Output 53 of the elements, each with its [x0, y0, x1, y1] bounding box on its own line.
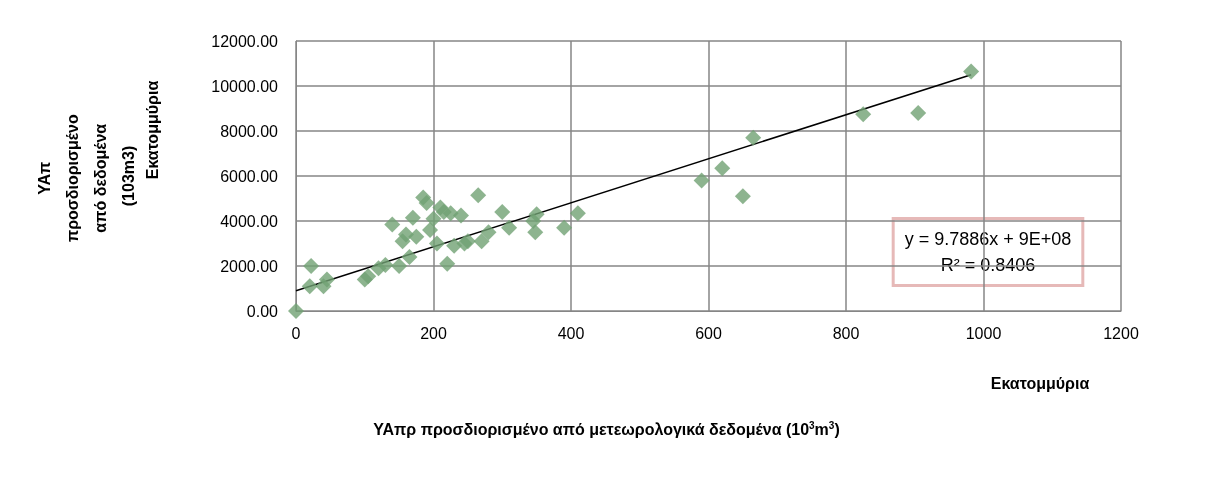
- y-tick-label: 6000.00: [220, 167, 279, 185]
- annotation: y = 9.7886x + 9E+08 R² = 0.8406: [904, 229, 1072, 275]
- point: [528, 206, 545, 223]
- point: [963, 63, 980, 80]
- x-tick-label: 200: [420, 324, 447, 342]
- point: [480, 224, 497, 241]
- y-tick-label: 10000.00: [211, 77, 279, 95]
- text: Εκατομμύρια: [990, 374, 1090, 392]
- point: [428, 235, 445, 252]
- point: [855, 106, 872, 123]
- y-tick-label: 2000.00: [220, 257, 279, 275]
- point: [693, 172, 710, 189]
- point: [318, 271, 335, 288]
- point: [910, 105, 927, 121]
- point: [377, 256, 394, 273]
- y-tick-label: 8000.00: [220, 122, 279, 140]
- point: [453, 207, 469, 224]
- point: [408, 228, 425, 245]
- point: [470, 187, 487, 204]
- point: [442, 205, 459, 222]
- y-tick-label: 4000.00: [220, 212, 279, 230]
- x-tick-label: 1200: [1103, 324, 1139, 342]
- point: [404, 209, 421, 226]
- point: [401, 249, 418, 265]
- point: [303, 258, 320, 274]
- text: Εκατομμύρια: [143, 80, 161, 180]
- point: [391, 258, 408, 274]
- point: [439, 255, 456, 272]
- point: [745, 129, 762, 146]
- point: [418, 195, 435, 211]
- point: [473, 233, 490, 250]
- point: [422, 222, 439, 238]
- point: [398, 226, 414, 243]
- point: [569, 205, 586, 222]
- point: [494, 204, 511, 220]
- point: [501, 219, 518, 236]
- x-tick-label: 400: [557, 324, 585, 342]
- point: [384, 216, 401, 233]
- x-tick-label: 600: [695, 324, 722, 342]
- x-tick-label: 0: [291, 324, 301, 342]
- point: [556, 219, 573, 236]
- y-tick-label: 0.00: [246, 302, 279, 320]
- point: [425, 210, 442, 227]
- y-tick-label: 12000.00: [211, 32, 279, 50]
- point: [360, 268, 377, 285]
- x-tick-label: 800: [832, 324, 860, 342]
- point: [714, 160, 731, 177]
- point: [734, 188, 751, 205]
- point: [288, 303, 304, 319]
- x-tick-label: 1000: [965, 324, 1002, 342]
- y-axis-title: ΥΑπ προσδιορισμένο από δεδομένα (103m3): [35, 109, 137, 243]
- point: [301, 278, 318, 295]
- point: [527, 224, 544, 241]
